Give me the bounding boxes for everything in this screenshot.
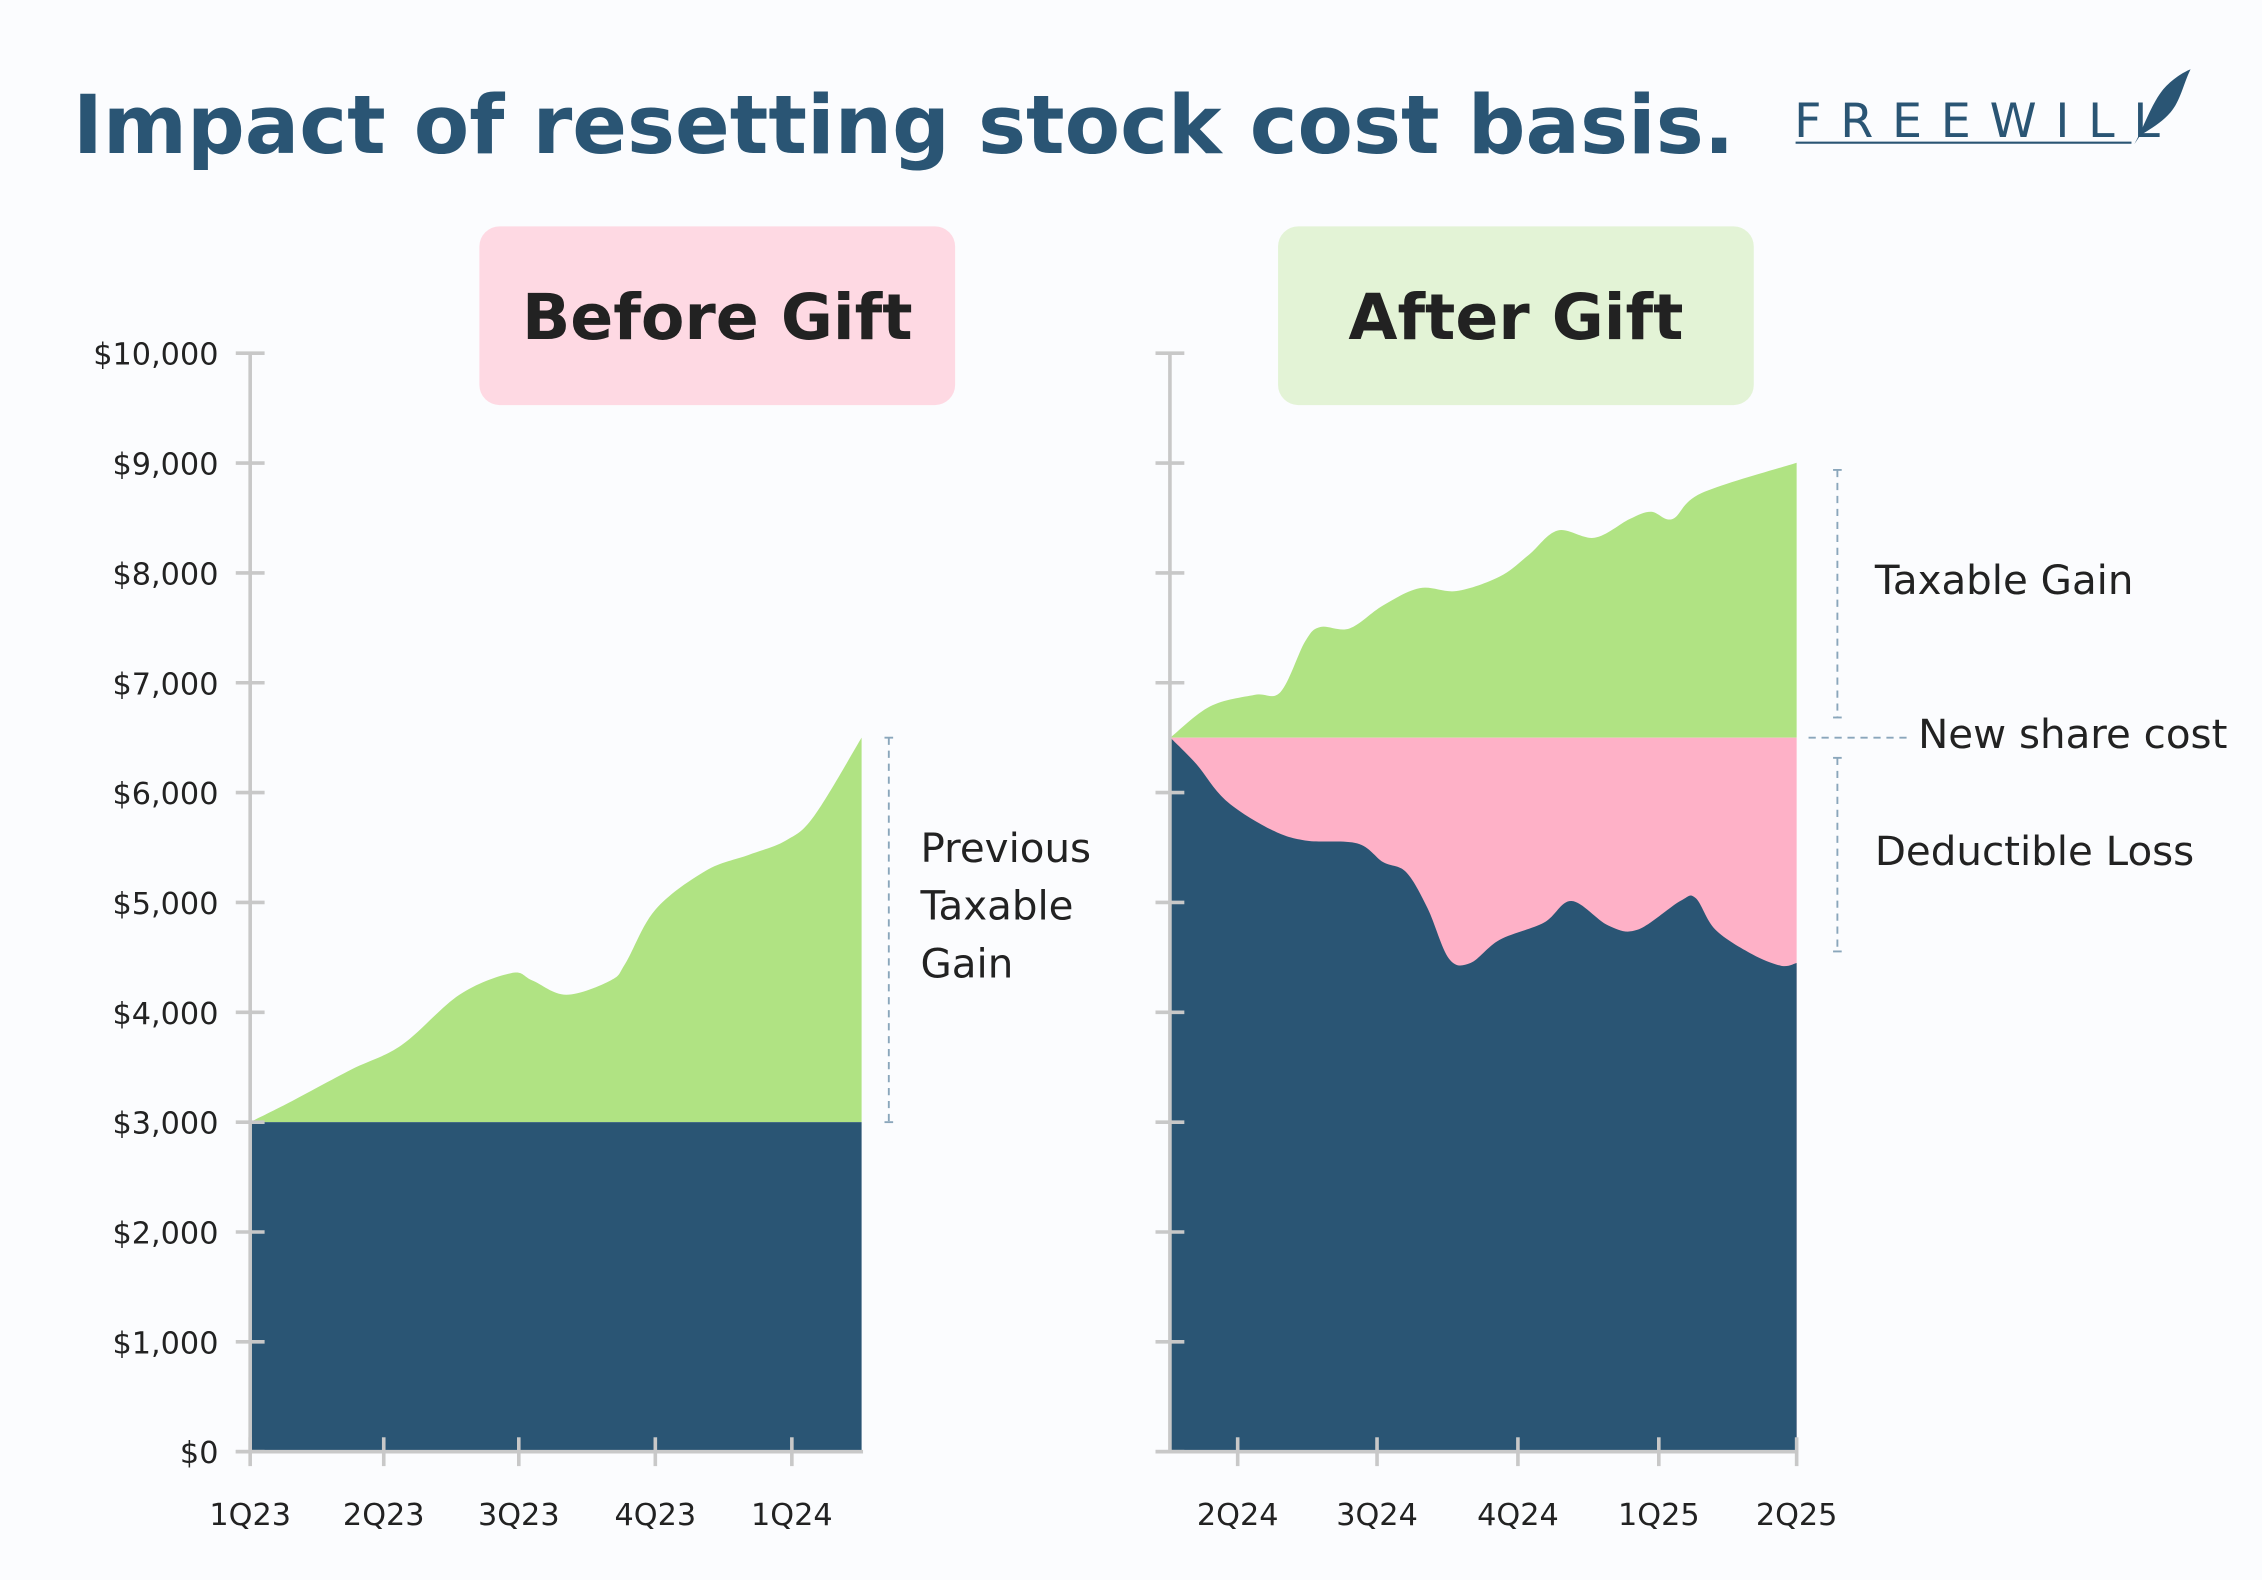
x-tick-label-2Q23: 2Q23 <box>343 1498 425 1533</box>
feather-icon <box>2134 69 2191 145</box>
before-gift-header: Before Gift <box>479 226 956 406</box>
previous-taxable-gain-label-1: Previous <box>921 825 1092 872</box>
taxable-gain-area <box>250 737 862 1123</box>
x-tick-label-3Q24: 3Q24 <box>1336 1498 1418 1533</box>
y-tick-label: $0 <box>180 1436 219 1471</box>
before-gift-chart: $0 $1,000 $2,000 $3,000 $4,000 $5,000 $6,000 $7… <box>93 338 894 1533</box>
y-tick-label: $3,000 <box>113 1107 219 1142</box>
x-tick-label-1Q23: 1Q23 <box>209 1498 291 1533</box>
taxable-gain-area <box>1170 462 1797 738</box>
y-tick-label: $7,000 <box>113 667 219 702</box>
after-gift-chart: 2Q24 3Q24 4Q24 1Q25 2Q25 <box>1155 351 1910 1533</box>
previous-taxable-gain-label-3: Gain <box>921 940 1014 987</box>
x-tick-label-3Q23: 3Q23 <box>478 1498 560 1533</box>
after-gift-title: After Gift <box>1348 280 1683 354</box>
y-tick-label: $10,000 <box>93 338 218 373</box>
cost-basis-area <box>250 1122 862 1452</box>
x-tick-label-1Q25: 1Q25 <box>1618 1498 1700 1533</box>
logo-text: FREEWILL <box>1794 94 2179 149</box>
x-tick-label-2Q24: 2Q24 <box>1197 1498 1279 1533</box>
after-gift-header-bg <box>1278 226 1754 406</box>
x-tick-label-4Q24: 4Q24 <box>1477 1498 1559 1533</box>
x-tick-label-1Q24: 1Q24 <box>751 1498 833 1533</box>
after-gift-header: After Gift <box>1278 226 1754 406</box>
deductible-loss-label: Deductible Loss <box>1875 828 2194 875</box>
y-tick-label: $9,000 <box>113 448 219 483</box>
left-annotation: Previous Taxable Gain <box>920 825 1092 987</box>
taxable-gain-label: Taxable Gain <box>1874 557 2134 604</box>
previous-taxable-gain-label-2: Taxable <box>920 883 1074 930</box>
before-gift-header-bg <box>479 226 956 406</box>
y-tick-label: $4,000 <box>113 997 219 1032</box>
y-tick-label: $2,000 <box>113 1217 219 1252</box>
x-tick-label-2Q25: 2Q25 <box>1756 1498 1838 1533</box>
new-share-cost-label: New share cost <box>1918 711 2227 758</box>
y-tick-label: $1,000 <box>113 1326 219 1361</box>
y-tick-label: $8,000 <box>113 557 219 592</box>
x-tick-label-4Q23: 4Q23 <box>615 1498 697 1533</box>
stock-value-area <box>1170 737 1797 1452</box>
freewill-logo: FREEWILL <box>1794 69 2191 149</box>
page-title: Impact of resetting stock cost basis. <box>73 79 1735 173</box>
right-annotation: Taxable Gain New share cost Deductible L… <box>1874 557 2228 875</box>
y-tick-label: $6,000 <box>113 777 219 812</box>
y-tick-label: $5,000 <box>113 887 219 922</box>
before-gift-title: Before Gift <box>522 280 913 354</box>
